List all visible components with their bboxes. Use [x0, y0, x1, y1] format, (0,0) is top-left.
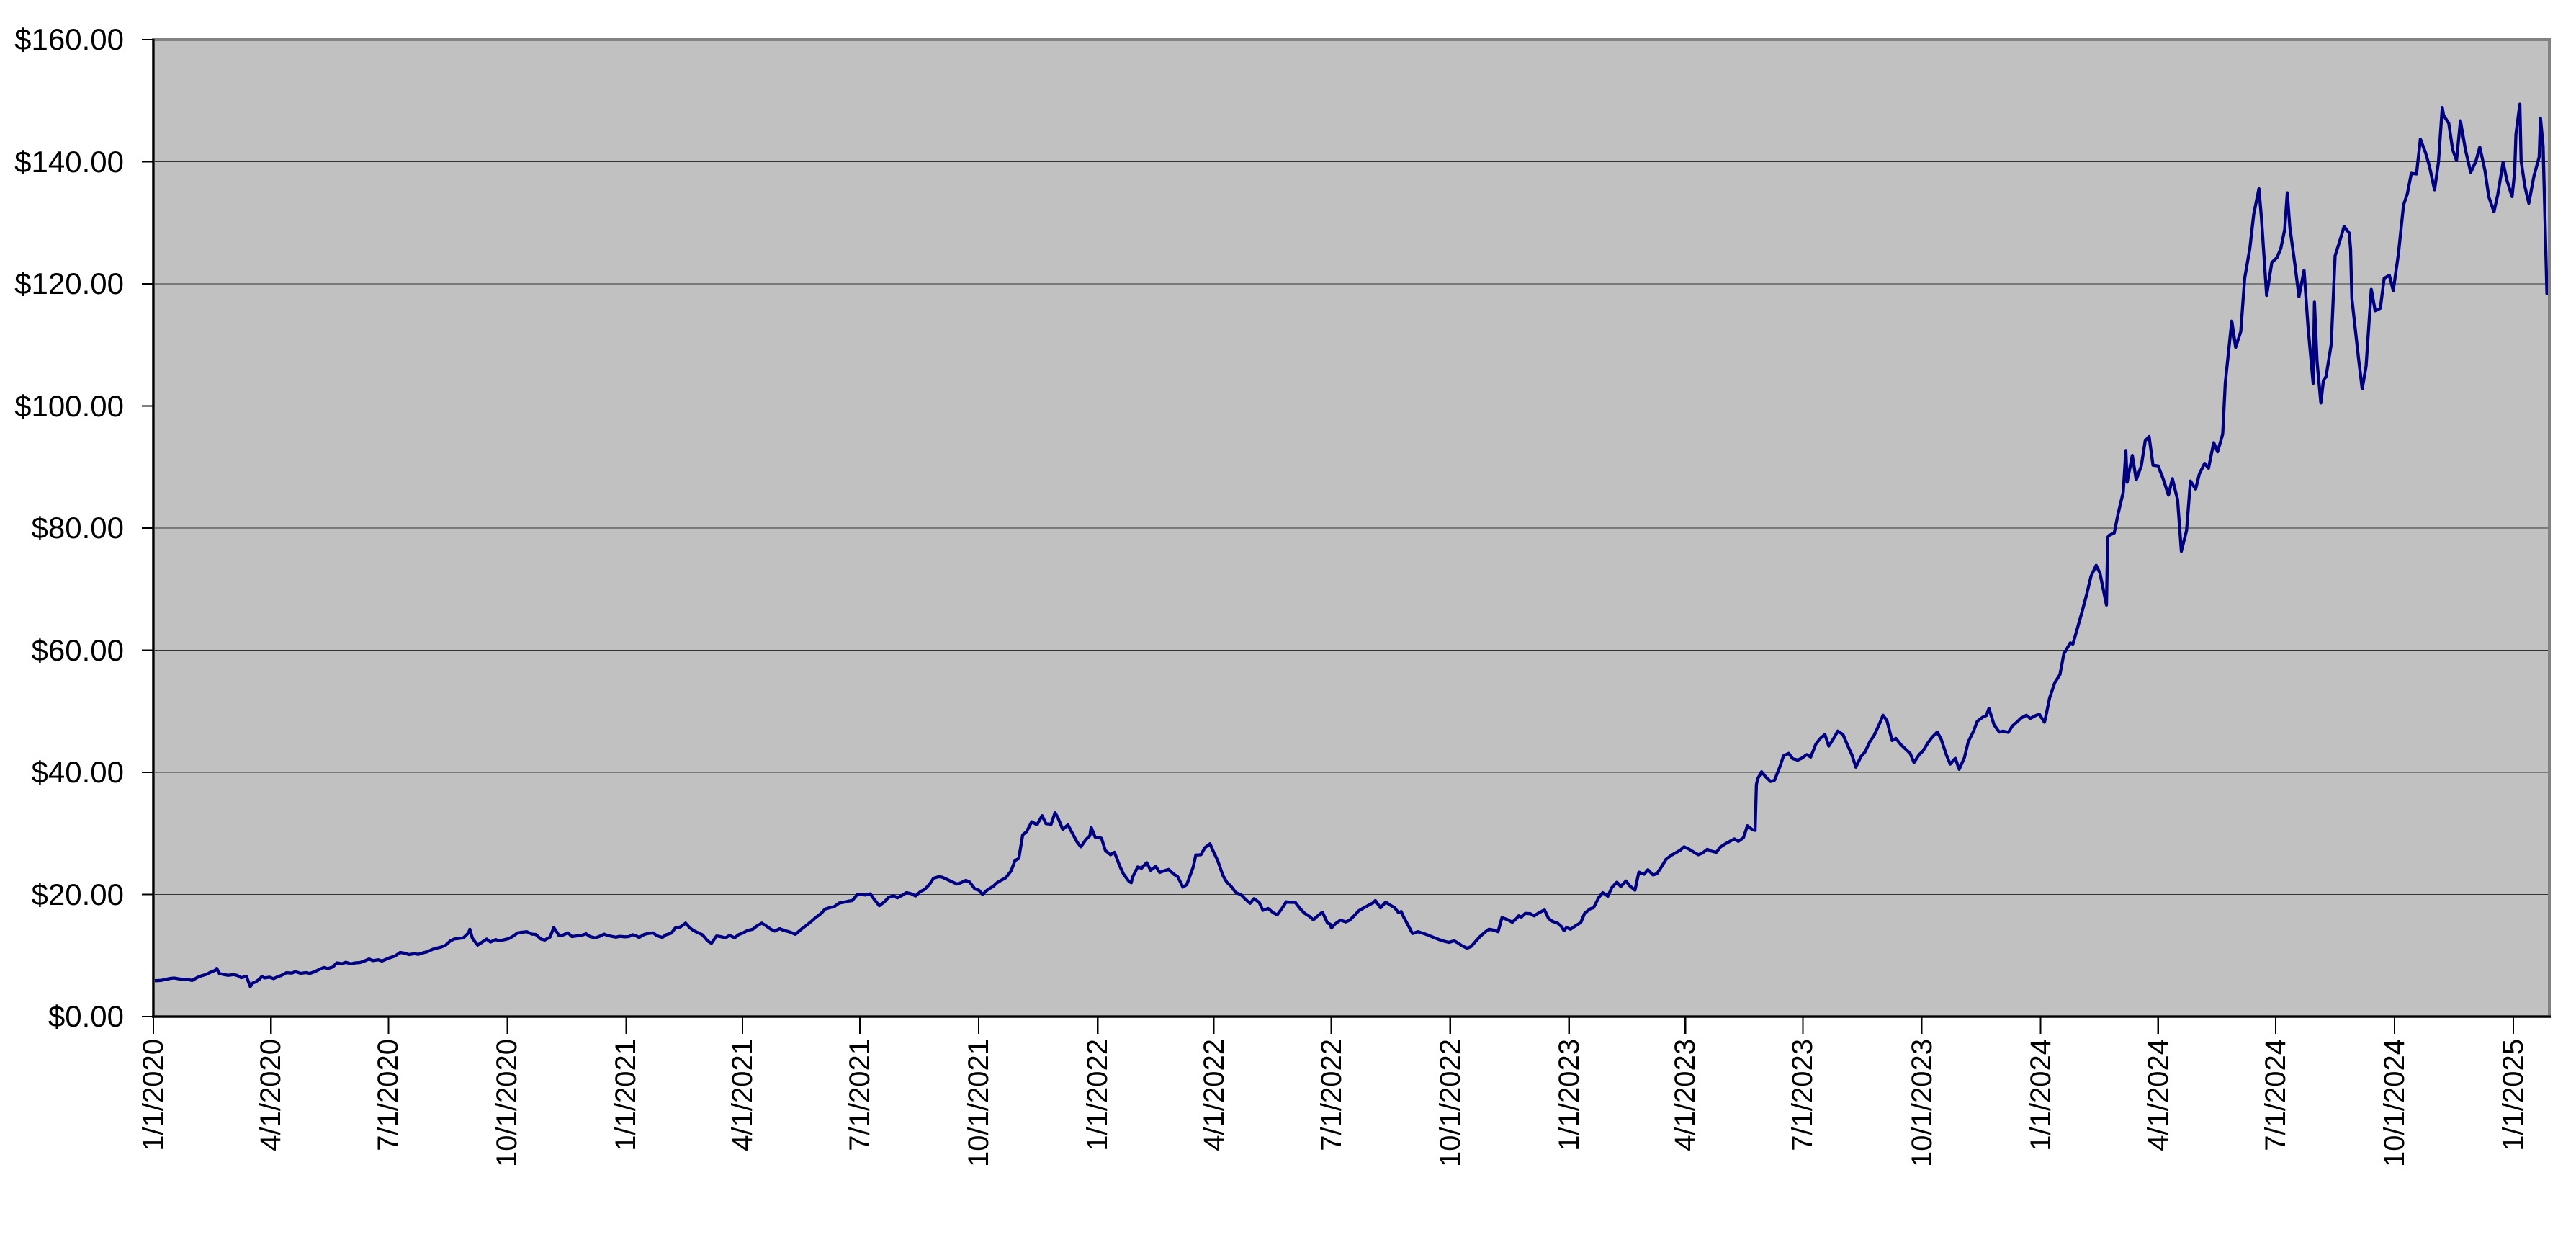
x-axis-label: 1/1/2024 — [2024, 1039, 2057, 1151]
x-axis-label: 7/1/2020 — [372, 1039, 405, 1151]
price-line — [153, 102, 2549, 988]
y-axis-label: $160.00 — [14, 22, 124, 56]
gridlines — [153, 161, 2549, 896]
x-axis-label: 4/1/2021 — [726, 1039, 758, 1151]
x-axis-label: 7/1/2022 — [1315, 1039, 1347, 1151]
y-axis-label: $60.00 — [31, 633, 124, 667]
x-axis-label: 1/1/2025 — [2498, 1039, 2529, 1151]
x-axis-label: 7/1/2023 — [1787, 1039, 1819, 1151]
x-axis-label: 10/1/2021 — [963, 1039, 995, 1167]
price-line-group — [153, 102, 2549, 988]
x-axis-ticks — [152, 1017, 2515, 1034]
x-axis-label: 7/1/2021 — [844, 1039, 876, 1151]
x-axis-label: 10/1/2022 — [1434, 1039, 1466, 1167]
x-axis-label: 4/1/2024 — [2142, 1039, 2174, 1151]
x-axis-label: 1/1/2021 — [610, 1039, 642, 1151]
y-axis-label: $40.00 — [31, 755, 124, 789]
y-axis-label: $0.00 — [48, 999, 124, 1033]
y-axis-label: $120.00 — [14, 267, 124, 300]
x-axis-label: 1/1/2022 — [1082, 1039, 1114, 1151]
x-axis-label: 4/1/2022 — [1198, 1039, 1230, 1151]
x-axis-label: 7/1/2024 — [2259, 1039, 2292, 1151]
y-axis-ticks — [142, 38, 153, 1018]
x-axis-label: 4/1/2023 — [1669, 1039, 1702, 1151]
y-axis-label: $100.00 — [14, 388, 124, 423]
x-axis-label: 4/1/2020 — [255, 1039, 287, 1151]
y-axis-label: $140.00 — [14, 144, 124, 179]
x-axis-label: 1/1/2023 — [1553, 1039, 1585, 1151]
x-axis-label: 10/1/2020 — [491, 1039, 524, 1167]
x-axis-label: 1/1/2020 — [138, 1039, 169, 1151]
x-axis-label: 10/1/2023 — [1906, 1039, 1938, 1167]
y-axis-label: $20.00 — [31, 877, 124, 911]
x-axis-label: 10/1/2024 — [2378, 1039, 2410, 1167]
y-axis-label: $80.00 — [31, 511, 124, 545]
